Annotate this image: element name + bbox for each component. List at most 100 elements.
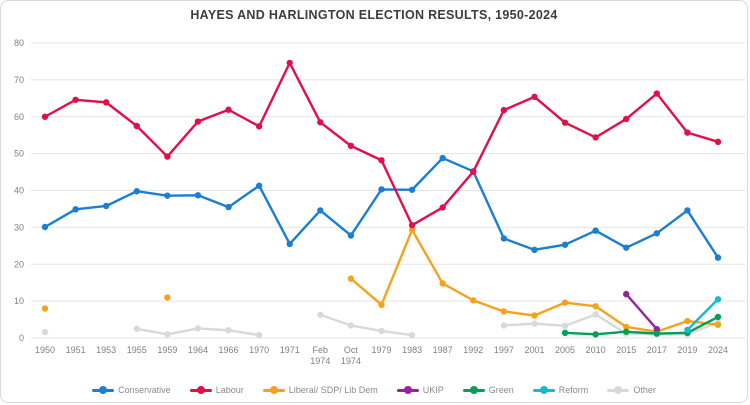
- legend-line-dot-icon: [262, 386, 285, 395]
- x-tick-label: 2019: [677, 345, 697, 355]
- legend-label: Green: [488, 385, 514, 395]
- x-tick-label: 2010: [586, 345, 606, 355]
- data-point: [592, 227, 599, 234]
- legend-label: Liberal/ SDP/ Lib Dem: [288, 385, 378, 395]
- y-tick-label: 40: [14, 186, 24, 196]
- data-point: [623, 115, 630, 123]
- data-point: [439, 204, 446, 211]
- legend-item-other: Other: [607, 385, 656, 395]
- legend-line-dot-icon: [532, 386, 555, 395]
- legend-line-dot-icon: [462, 386, 485, 395]
- data-point: [500, 308, 508, 315]
- data-point: [378, 186, 385, 193]
- data-point: [347, 232, 355, 239]
- data-point: [714, 138, 722, 146]
- data-point: [72, 96, 79, 103]
- y-axis-labels: 0 10 20 30 40 50 60 70 80: [14, 38, 24, 343]
- data-point: [561, 299, 569, 306]
- y-tick-label: 20: [14, 259, 24, 269]
- data-point: [623, 244, 630, 251]
- data-point: [531, 246, 538, 254]
- x-tick-label: 1966: [219, 345, 239, 355]
- data-point: [500, 322, 508, 329]
- data-point: [439, 154, 446, 162]
- legend-label: UKIP: [422, 385, 444, 395]
- data-point: [286, 59, 293, 67]
- data-point: [684, 129, 691, 136]
- legend-item-reform: Reform: [532, 385, 589, 395]
- data-point: [164, 153, 171, 160]
- y-tick-label: 60: [14, 112, 24, 122]
- data-point: [531, 320, 538, 327]
- election-line-chart: 0 10 20 30 40 50 60 70 80 1950 1951 1953 1955 1959 196…: [14, 38, 745, 366]
- data-point: [714, 313, 722, 321]
- x-tick-label: 1970: [249, 345, 269, 355]
- legend-item-conservative: Conservative: [92, 385, 171, 395]
- data-point: [714, 254, 722, 261]
- legend-label: Reform: [558, 385, 589, 395]
- data-point: [41, 113, 49, 120]
- x-tick-label: 1974: [310, 356, 330, 366]
- data-point: [623, 323, 630, 331]
- x-tick-label: 1983: [402, 345, 422, 355]
- data-point: [653, 330, 661, 337]
- data-point: [439, 280, 446, 287]
- data-point: [653, 230, 661, 237]
- x-tick-label: 2017: [647, 345, 667, 355]
- legend-label: Conservative: [118, 385, 171, 395]
- series-reform: [684, 296, 722, 334]
- data-point: [133, 188, 140, 195]
- y-tick-label: 0: [19, 333, 24, 343]
- data-point: [623, 328, 630, 335]
- x-tick-label: 2001: [524, 345, 544, 355]
- data-point: [592, 134, 599, 141]
- series-other: [41, 311, 722, 339]
- data-point: [714, 321, 722, 328]
- data-point: [714, 296, 722, 303]
- data-point: [225, 327, 232, 334]
- y-tick-label: 30: [14, 222, 24, 232]
- data-point: [164, 331, 171, 338]
- data-point: [592, 311, 599, 318]
- x-tick-label: 1971: [280, 345, 300, 355]
- series-labour: [41, 59, 722, 229]
- data-point: [317, 311, 324, 318]
- data-point: [378, 301, 385, 309]
- data-point: [653, 90, 661, 97]
- x-tick-label: 1974: [341, 356, 361, 366]
- legend-label: Other: [633, 385, 656, 395]
- data-point: [194, 325, 202, 332]
- x-tick-label: 2024: [708, 345, 728, 355]
- data-point: [470, 168, 477, 175]
- x-tick-label: Feb: [313, 345, 329, 355]
- data-point: [317, 207, 324, 214]
- y-tick-label: 10: [14, 296, 24, 306]
- legend-line-dot-icon: [607, 386, 630, 395]
- data-point: [653, 325, 661, 333]
- chart-legend: Conservative Labour Liberal/ SDP/ Lib Dem U…: [1, 385, 747, 395]
- x-tick-label: 1951: [66, 345, 86, 355]
- data-point: [194, 118, 202, 125]
- data-point: [225, 203, 232, 211]
- data-point: [592, 331, 599, 338]
- legend-item-liberal-sdp-lib-dem: Liberal/ SDP/ Lib Dem: [262, 385, 378, 395]
- y-tick-label: 50: [14, 149, 24, 159]
- data-point: [41, 328, 49, 336]
- data-point: [164, 294, 171, 301]
- data-point: [41, 305, 49, 312]
- data-point: [133, 325, 140, 332]
- data-point: [408, 221, 416, 229]
- series-conservative: [41, 154, 722, 261]
- data-point: [500, 235, 508, 242]
- data-point: [194, 192, 202, 199]
- data-point: [255, 182, 263, 189]
- data-point: [623, 290, 630, 298]
- data-point: [102, 99, 110, 106]
- data-point: [592, 303, 599, 310]
- x-tick-label: 1953: [96, 345, 116, 355]
- legend-item-ukip: UKIP: [396, 385, 444, 395]
- data-point: [500, 106, 508, 114]
- x-tick-label: 1987: [433, 345, 453, 355]
- x-tick-label: 1955: [127, 345, 147, 355]
- y-tick-label: 80: [14, 38, 24, 48]
